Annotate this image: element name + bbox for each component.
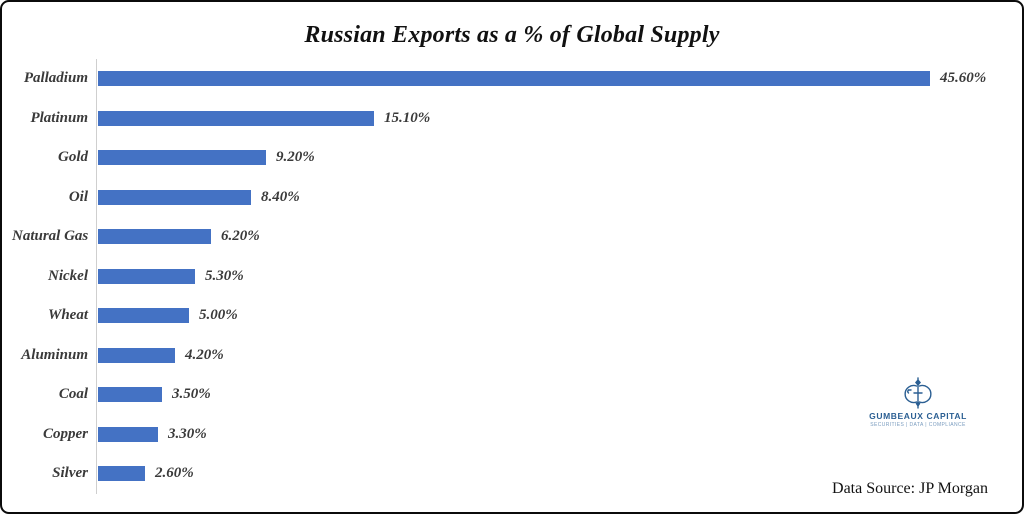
- bar-row: Palladium 45.60%: [12, 59, 1008, 99]
- bar-track: 3.30%: [96, 414, 1008, 454]
- category-label: Oil: [68, 188, 88, 205]
- chart-title: Russian Exports as a % of Global Supply: [304, 22, 720, 48]
- value-label: 2.60%: [155, 465, 194, 482]
- value-label: 45.60%: [940, 70, 987, 87]
- value-label: 15.10%: [384, 109, 431, 126]
- category-label: Palladium: [23, 70, 88, 87]
- bar-track: 5.00%: [96, 296, 1008, 336]
- bar: [98, 466, 145, 482]
- value-label: 3.50%: [172, 386, 211, 403]
- bar-row: Wheat 5.00%: [12, 296, 1008, 336]
- bar-row: Aluminum 4.20%: [12, 335, 1008, 375]
- bar: [98, 268, 195, 284]
- chart-rows: Palladium 45.60% Platinum 15.10% Gold 9.…: [12, 59, 1008, 494]
- value-label: 4.20%: [185, 346, 224, 363]
- bar-track: 15.10%: [96, 98, 1008, 138]
- bar-row: Natural Gas 6.20%: [12, 217, 1008, 257]
- bar: [98, 189, 251, 205]
- bar-track: 3.50%: [96, 375, 1008, 415]
- value-label: 8.40%: [261, 188, 300, 205]
- bar-track: 6.20%: [96, 217, 1008, 257]
- bar-row: Nickel 5.30%: [12, 256, 1008, 296]
- value-label: 3.30%: [168, 425, 207, 442]
- logo-name: GUMBEAUX CAPITAL: [869, 411, 967, 422]
- category-label: Aluminum: [21, 346, 88, 363]
- bar-row: Silver 2.60%: [12, 454, 1008, 494]
- data-source-note: Data Source: JP Morgan: [832, 480, 988, 497]
- category-label: Nickel: [48, 267, 88, 284]
- gumbeaux-capital-logo: GUMBEAUX CAPITAL SECURITIES | DATA | COM…: [866, 377, 970, 428]
- bar-row: Platinum 15.10%: [12, 98, 1008, 138]
- bar: [98, 150, 266, 166]
- bar: [98, 426, 158, 442]
- category-label: Copper: [43, 425, 88, 442]
- category-label: Natural Gas: [12, 228, 89, 245]
- value-label: 6.20%: [221, 228, 260, 245]
- value-label: 5.00%: [199, 307, 238, 324]
- bar: [98, 347, 175, 363]
- bar-track: 2.60%: [96, 454, 1008, 494]
- bar-row: Copper 3.30%: [12, 414, 1008, 454]
- category-label: Gold: [58, 149, 88, 166]
- bar: [98, 110, 374, 126]
- logo-tagline: SECURITIES | DATA | COMPLIANCE: [870, 421, 966, 428]
- category-label: Wheat: [47, 307, 88, 324]
- bar: [98, 308, 189, 324]
- bar-track: 4.20%: [96, 335, 1008, 375]
- category-label: Platinum: [30, 109, 88, 126]
- bar: [98, 229, 211, 245]
- bar-row: Coal 3.50%: [12, 375, 1008, 415]
- bar: [98, 71, 930, 87]
- bar-row: Oil 8.40%: [12, 177, 1008, 217]
- bar: [98, 387, 162, 403]
- value-label: 9.20%: [276, 149, 315, 166]
- bar-track: 9.20%: [96, 138, 1008, 178]
- bar-row: Gold 9.20%: [12, 138, 1008, 178]
- bar-track: 5.30%: [96, 256, 1008, 296]
- value-label: 5.30%: [205, 267, 244, 284]
- gumbeaux-monogram-icon: [904, 377, 932, 409]
- category-label: Coal: [58, 386, 88, 403]
- bar-track: 8.40%: [96, 177, 1008, 217]
- bar-track: 45.60%: [96, 59, 1008, 99]
- category-label: Silver: [52, 465, 88, 482]
